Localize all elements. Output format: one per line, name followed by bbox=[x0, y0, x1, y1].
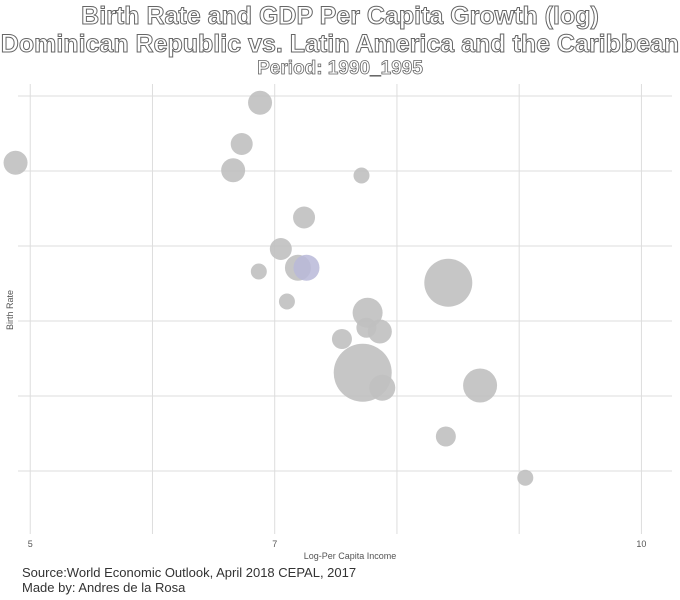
data-point bbox=[250, 263, 267, 280]
data-point bbox=[230, 133, 253, 155]
y-axis-label: Birth Rate bbox=[5, 290, 15, 330]
data-point bbox=[248, 90, 273, 115]
data-point bbox=[331, 329, 352, 349]
data-point bbox=[221, 158, 246, 183]
x-tick-labels: 5 7 10 bbox=[28, 539, 647, 549]
data-point bbox=[293, 206, 316, 229]
x-tick-label: 5 bbox=[28, 539, 33, 549]
data-point bbox=[269, 238, 292, 260]
data-point bbox=[463, 368, 498, 403]
data-point bbox=[424, 258, 473, 307]
source-caption: Source:World Economic Outlook, April 201… bbox=[22, 565, 357, 580]
data-point bbox=[353, 167, 370, 184]
data-point bbox=[435, 426, 456, 447]
gridlines bbox=[18, 84, 672, 534]
x-tick-label: 7 bbox=[272, 539, 277, 549]
data-point bbox=[3, 150, 28, 175]
data-point bbox=[367, 319, 392, 344]
data-point bbox=[369, 374, 396, 401]
chart-period: Period: 1990_1995 bbox=[257, 58, 424, 80]
chart-subtitle: Dominican Republic vs. Latin America and… bbox=[0, 30, 680, 59]
author-caption: Made by: Andres de la Rosa bbox=[22, 580, 186, 595]
data-point bbox=[278, 293, 295, 310]
chart-title: Birth Rate and GDP Per Capita Growth (lo… bbox=[81, 2, 600, 31]
data-point-highlight bbox=[293, 254, 320, 281]
x-axis-label: Log-Per Capita Income bbox=[304, 551, 397, 561]
x-tick-label: 10 bbox=[636, 539, 646, 549]
data-point bbox=[517, 469, 534, 486]
data-points bbox=[3, 90, 534, 486]
